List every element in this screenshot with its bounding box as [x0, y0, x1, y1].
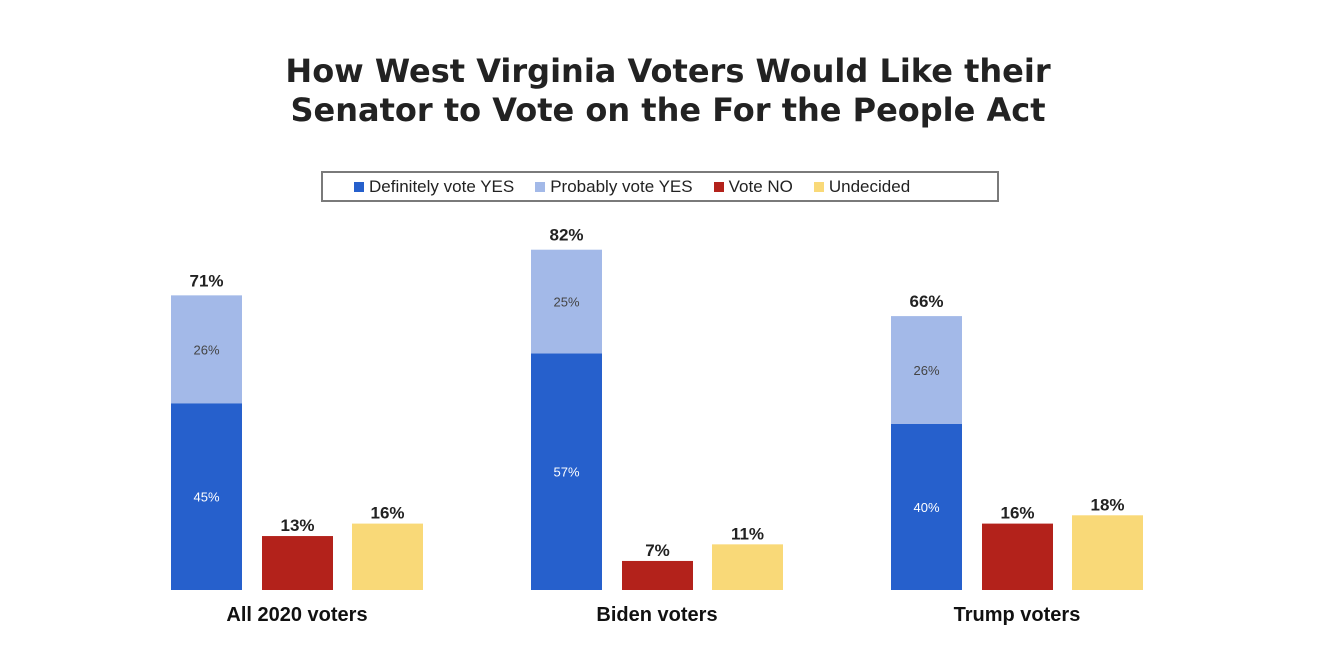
category-label-trump-voters: Trump voters	[954, 604, 1081, 626]
legend-item-undecided: Undecided	[813, 176, 911, 197]
chart-title-line-1: How West Virginia Voters Would Like thei…	[285, 52, 1051, 90]
legend-swatch-undecided	[813, 181, 824, 192]
legend-label-definitely-yes: Definitely vote YES	[369, 176, 515, 196]
label-definitely-yes-trump-voters: 40%	[913, 500, 939, 515]
label-probably-yes-all-2020-voters: 26%	[193, 342, 219, 357]
legend-item-vote-no: Vote NO	[713, 176, 793, 197]
bar-vote-no-biden-voters	[622, 560, 693, 590]
label-undecided-biden-voters: 11%	[731, 524, 764, 543]
legend-swatch-vote-no	[713, 181, 724, 192]
legend-swatch-probably-yes	[535, 181, 546, 192]
bar-probably-yes-biden-voters	[531, 249, 602, 354]
bar-definitely-yes-biden-voters	[531, 353, 602, 590]
label-definitely-yes-biden-voters: 57%	[553, 465, 579, 480]
label-yes-total-trump-voters: 66%	[909, 292, 943, 311]
legend-item-definitely-yes: Definitely vote YES	[354, 177, 514, 197]
chart-title: How West Virginia Voters Would Like thei…	[0, 52, 1336, 130]
bar-vote-no-all-2020-voters	[262, 536, 333, 590]
bar-definitely-yes-trump-voters	[891, 424, 962, 590]
category-label-biden-voters: Biden voters	[596, 604, 717, 626]
legend-item-probably-yes: Probably vote YES	[535, 176, 693, 197]
bar-probably-yes-all-2020-voters	[171, 295, 242, 404]
label-yes-total-all-2020-voters: 71%	[189, 271, 223, 290]
bar-probably-yes-trump-voters	[891, 316, 962, 424]
category-label-all-2020-voters: All 2020 voters	[226, 604, 367, 626]
label-vote-no-all-2020-voters: 13%	[280, 516, 314, 535]
bar-undecided-trump-voters	[1072, 515, 1143, 590]
legend-swatch-definitely-yes	[354, 181, 364, 192]
label-vote-no-trump-voters: 16%	[1000, 504, 1034, 523]
legend-label-undecided: Undecided	[828, 176, 911, 196]
bar-definitely-yes-all-2020-voters	[171, 403, 242, 590]
label-yes-total-biden-voters: 82%	[549, 226, 583, 245]
bar-undecided-biden-voters	[712, 544, 783, 590]
chart-legend: Definitely vote YES Probably vote YES Vo…	[321, 171, 999, 202]
legend-label-probably-yes: Probably vote YES	[550, 176, 693, 196]
chart-title-line-2: Senator to Vote on the For the People Ac…	[290, 91, 1046, 129]
legend-label-vote-no: Vote NO	[728, 176, 793, 196]
bar-undecided-all-2020-voters	[352, 523, 423, 590]
label-definitely-yes-all-2020-voters: 45%	[193, 490, 219, 505]
label-undecided-all-2020-voters: 16%	[370, 504, 404, 523]
label-probably-yes-biden-voters: 25%	[553, 295, 579, 310]
label-vote-no-biden-voters: 7%	[645, 541, 670, 560]
label-undecided-trump-voters: 18%	[1090, 495, 1124, 514]
bar-vote-no-trump-voters	[982, 523, 1053, 590]
label-probably-yes-trump-voters: 26%	[913, 363, 939, 378]
